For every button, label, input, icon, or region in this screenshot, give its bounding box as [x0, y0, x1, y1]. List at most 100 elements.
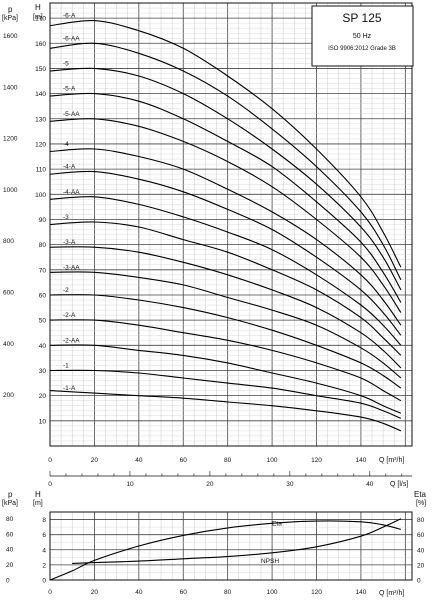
q-m3h-tick-label: 80 [224, 457, 232, 464]
bottom-h-tick-label: 0 [42, 578, 46, 585]
bottom-h-axis-unit: [m] [33, 500, 43, 507]
bottom-plot-frame [49, 511, 413, 581]
bottom-h-tick-label: 4 [42, 547, 46, 554]
eta-tick-label: 0 [417, 578, 421, 585]
h-tick-label: 140 [35, 91, 46, 98]
pump-curve-label: -2 [63, 287, 69, 294]
pump-curve-1 [49, 369, 402, 419]
chart-subtitle-frequency: 50 Hz [353, 33, 372, 40]
h-tick-label: 150 [35, 66, 46, 73]
pump-curve-3 [49, 221, 402, 356]
pump-curve-label: -4-AA [63, 189, 80, 196]
chart-title: SP 125 [342, 11, 381, 25]
h-tick-label: 160 [35, 41, 46, 48]
h-tick-label: 100 [35, 192, 46, 199]
bottom-q-m3h-tick-label: 140 [355, 589, 366, 596]
bottom-p-axis-unit: [kPa] [2, 500, 18, 507]
p-tick-label: 1600 [3, 33, 18, 40]
bottom-p-tick-label: 40 [6, 547, 14, 554]
pump-curve-4-AA [49, 196, 402, 346]
pump-curve-label: -5-AA [63, 111, 80, 118]
p-tick-label: 400 [3, 341, 14, 348]
bottom-p-tick-label: 20 [6, 562, 14, 569]
pump-curve-label: -1-A [63, 385, 76, 392]
bottom-p-tick-label: 0 [6, 578, 10, 585]
pump-curve-4 [49, 148, 402, 326]
q-m3h-tick-label: 100 [267, 457, 278, 464]
top-chart-curves [49, 20, 402, 432]
bottom-q-m3h-tick-label: 20 [91, 589, 99, 596]
q-m3h-tick-label: 60 [180, 457, 188, 464]
pump-curve-label: -2-A [63, 312, 76, 319]
p-tick-label: 600 [3, 290, 14, 297]
bottom-chart-grid [49, 511, 413, 581]
bottom-h-tick-label: 2 [42, 562, 46, 569]
pump-curve-label: -1 [63, 362, 69, 369]
pump-curve-label: -5 [63, 60, 69, 67]
bottom-q-m3h-tick-label: 60 [180, 589, 188, 596]
bottom-q-m3h-axis-label: Q [m³/h] [379, 590, 404, 597]
pump-curve-5 [49, 67, 402, 291]
pump-curve-2 [49, 294, 402, 389]
bottom-chart-curves [49, 518, 402, 581]
p-tick-label: 200 [3, 392, 14, 399]
q-ls-tick-label: 0 [48, 481, 52, 488]
h-tick-label: 50 [39, 318, 47, 325]
eta-axis-label: Eta [414, 490, 427, 499]
h-tick-label: 40 [39, 343, 47, 350]
pump-curve-label: -6-AA [63, 35, 80, 42]
p-tick-label: 1400 [3, 84, 18, 91]
p-axis-label: p [8, 5, 13, 14]
pump-curve-label: -2-AA [63, 337, 80, 344]
top-chart-grid [49, 2, 413, 447]
pump-curve-2-AA [49, 344, 402, 414]
bottom-h-axis-label: H [35, 490, 41, 499]
pump-curve-6-AA [49, 42, 402, 281]
title-box: SP 125 50 Hz ISO 9906:2012 Grade 3B [311, 5, 414, 67]
q-m3h-tick-label: 120 [311, 457, 322, 464]
q-m3h-tick-label: 40 [135, 457, 143, 464]
q-ls-tick-label: 30 [286, 481, 294, 488]
h-tick-label: 170 [35, 16, 46, 23]
bottom-q-m3h-tick-label: 0 [48, 589, 52, 596]
q-m3h-tick-label: 0 [48, 457, 52, 464]
p-tick-label: 800 [3, 238, 14, 245]
q-ls-tick-label: 40 [366, 481, 374, 488]
eta-tick-label: 40 [417, 547, 425, 554]
q-m3h-tick-label: 20 [91, 457, 99, 464]
pump-curve-label: -4 [63, 141, 69, 148]
title-box-frame [311, 5, 414, 67]
h-tick-label: 10 [39, 418, 47, 425]
npsh-curve-label: NPSH [261, 558, 279, 565]
q-ls-tick-label: 10 [126, 481, 134, 488]
pump-curve-5-AA [49, 118, 402, 313]
h-tick-label: 60 [39, 292, 47, 299]
bottom-q-m3h-tick-label: 100 [267, 589, 278, 596]
bottom-q-m3h-tick-label: 120 [311, 589, 322, 596]
eta-axis-unit: [%] [416, 500, 426, 507]
pump-curve-label: -3-AA [63, 264, 80, 271]
bottom-h-tick-label: 6 [42, 532, 46, 539]
p-tick-label: 1200 [3, 136, 18, 143]
q-ls-axis-label: Q [l/s] [390, 481, 408, 488]
h-tick-label: 120 [35, 141, 46, 148]
pump-curve-label: -3 [63, 214, 69, 221]
h-tick-label: 30 [39, 368, 47, 375]
pump-curve-label: -3-A [63, 239, 76, 246]
eta-tick-label: 80 [417, 517, 425, 524]
npsh-curve [72, 518, 402, 564]
h-tick-label: 90 [39, 217, 47, 224]
eta-tick-label: 20 [417, 562, 425, 569]
chart-subtitle-standard: ISO 9906:2012 Grade 3B [328, 46, 396, 52]
top-chart-labels: 10 20 30 40 50 60 70 80 90 100 110 120 130 140 150 160 1… [3, 13, 367, 464]
eta-curve-label: Eta [272, 520, 282, 527]
pump-curve-4-A [49, 170, 402, 336]
pump-curve-2-A [49, 319, 402, 402]
h-tick-label: 110 [36, 167, 47, 174]
h-tick-label: 20 [39, 393, 47, 400]
h-axis-unit: [m] [33, 14, 43, 21]
p-axis-unit: [kPa] [2, 15, 18, 22]
q-ls-tick-label: 20 [206, 481, 214, 488]
pump-curve-label: -4-A [63, 164, 76, 171]
